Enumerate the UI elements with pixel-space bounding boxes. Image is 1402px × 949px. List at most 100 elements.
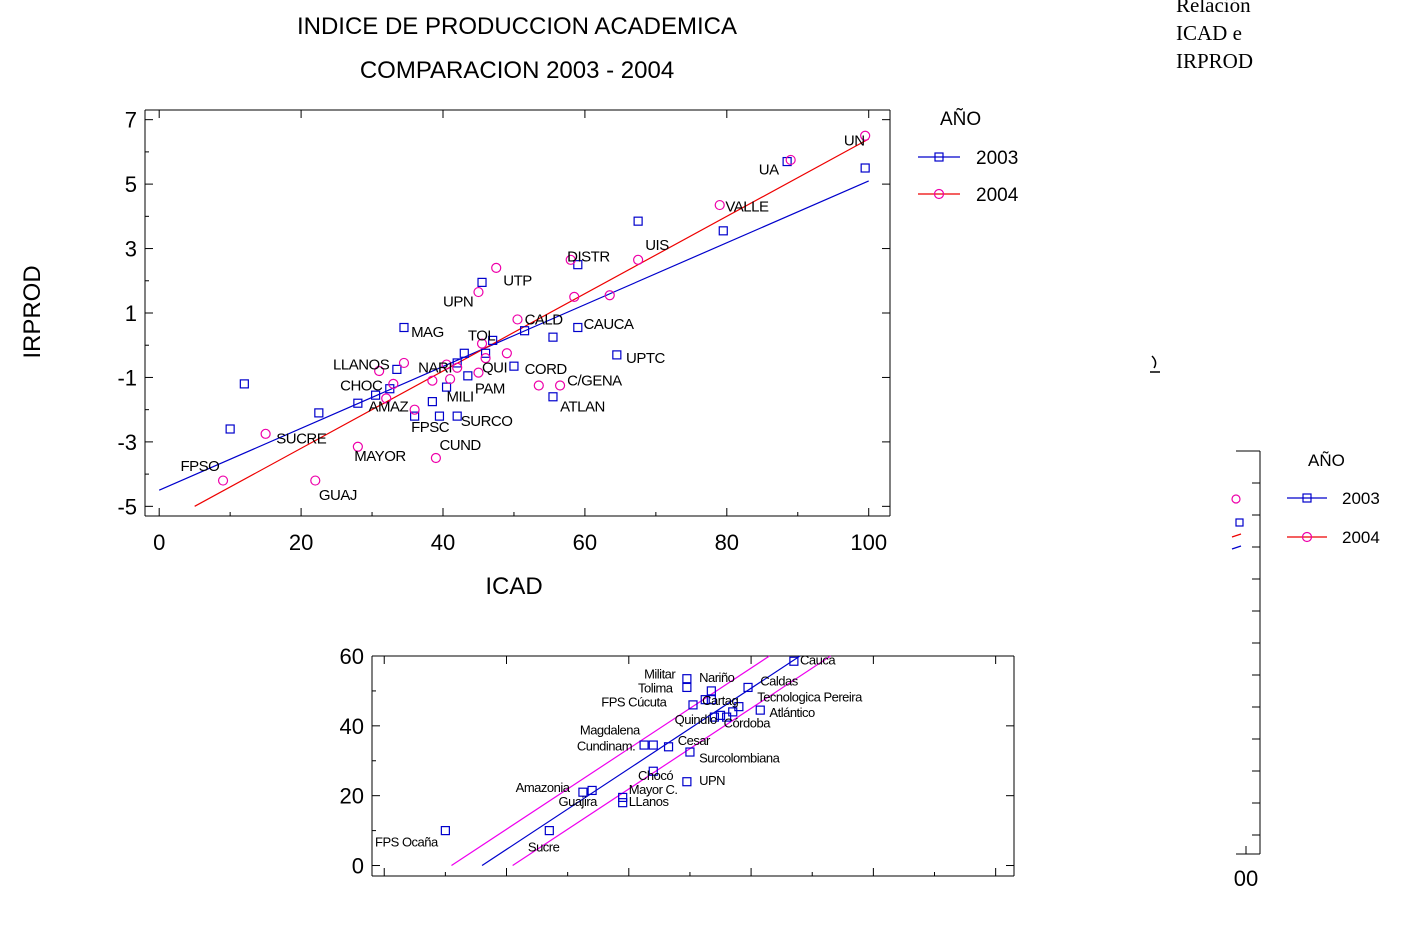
point-2003 [545,827,553,835]
point-label: ATLAN [560,398,605,415]
point-2004 [410,405,419,414]
point-2004 [399,358,408,367]
point-2003 [634,217,642,225]
chart-1-y-label: IRPROD [19,265,46,358]
chart-2-y-label: IRFORM [276,647,301,734]
stray-fragment [1150,356,1160,372]
point-label: MILI [447,389,474,406]
point-2003 [756,706,764,714]
point-2004 [453,363,462,372]
chart-1-subtitle: COMPARACION 2003 - 2004 [360,57,674,84]
side-note: Relación ICAD e IRPROD [1176,0,1253,73]
point-2003 [464,372,472,380]
y-tick-label: 3 [125,236,137,261]
point-label: CAUCA [583,316,634,333]
y-tick-label: -1 [117,365,137,390]
point-label: Nariño [699,670,735,685]
point-label: Atlántico [769,705,815,720]
x-tick-label: 80 [715,530,739,555]
point-2004 [513,315,522,324]
chart-3-point-fragment [1236,519,1243,526]
chart-1-title: INDICE DE PRODUCCION ACADEMICA [297,13,737,40]
point-label: MAYOR [354,448,406,465]
point-label: UPN [443,294,473,311]
x-tick-label: 60 [739,888,763,913]
chart-3-legend: AÑO 2003 2004 [1287,451,1380,547]
chart-3-legend-title: AÑO [1308,451,1345,470]
point-label: MAG [411,324,444,341]
chart-3-partial: 00 AÑO 2003 2004 [1150,356,1380,891]
point-label: Militar [644,667,676,682]
point-label: Cundinam. [577,738,635,753]
point-2003 [613,351,621,359]
point-label: Tecnologica Pereira [757,689,863,704]
chart-2-point-labels: Cauca Militar Nariño Caldas Tolima Tecnologic… [375,653,863,855]
point-2003 [315,409,323,417]
x-tick-label: 100 [850,530,887,555]
point-label: LLANOS [333,356,390,373]
point-2003 [574,324,582,332]
point-2004 [534,381,543,390]
x-tick-label: 80 [861,888,885,913]
point-label: FPSC [411,419,450,436]
point-2003 [640,741,648,749]
x-tick-label: 100 [977,888,1014,913]
y-tick-label: 1 [125,301,137,326]
point-2004 [311,476,320,485]
point-2004 [715,201,724,210]
point-label: TOL [468,327,496,344]
point-label: DISTR [567,248,610,265]
point-label: Magdalena [580,723,641,738]
x-tick-label: 40 [431,530,455,555]
point-label: UIS [645,237,669,254]
point-label: Tolima [638,681,674,696]
point-label: Guajira [558,794,598,809]
point-2003 [441,827,449,835]
point-2003 [683,675,691,683]
point-2004 [219,476,228,485]
side-note-line-3: IRPROD [1176,49,1253,73]
point-2003 [683,778,691,786]
point-2003 [549,393,557,401]
point-2003 [683,683,691,691]
x-tick-label: 40 [617,888,641,913]
chart-2-axes: 0 20 40 60 80 100 60 40 20 0 [340,644,1015,913]
point-2003 [861,164,869,172]
legend-title: AÑO [940,108,981,130]
point-label: UN [844,132,865,149]
point-label: AMAZ [369,398,409,415]
point-label: CHOC [340,377,383,394]
x-tick-label: 0 [378,888,390,913]
point-2003 [226,425,234,433]
point-label: SUCRE [276,431,327,448]
chart-3-point-fragment [1232,495,1240,503]
fit-line-2003 [159,181,869,490]
y-tick-label: 40 [340,714,364,739]
chart-1: INDICE DE PRODUCCION ACADEMICA COMPARACI… [19,13,1019,600]
point-2004 [634,255,643,264]
point-label: CORD [525,361,568,378]
y-tick-label: -3 [117,430,137,455]
x-tick-label: 0 [153,530,165,555]
point-2004 [556,381,565,390]
side-note-line-2: ICAD e [1176,21,1242,45]
point-2003 [510,362,518,370]
point-2003 [649,741,657,749]
point-2004 [431,454,440,463]
point-2003 [478,278,486,286]
point-2003 [619,799,627,807]
point-2004 [261,429,270,438]
point-label: UPN [699,773,725,788]
chart-2: IRFORM ICAD 0 20 40 60 80 1006040200 CaucaMil… [276,644,1014,947]
point-label: Caldas [760,674,798,689]
y-tick-label: 7 [125,108,137,133]
point-label: Quindío [675,712,717,727]
point-2003 [428,398,436,406]
chart-1-legend: AÑO 2003 2004 [918,108,1019,206]
y-tick-label: 20 [340,784,364,809]
point-2004 [428,376,437,385]
chart-3-fit-fragment [1232,534,1241,537]
point-2003 [400,324,408,332]
chart-1-x-label: ICAD [485,573,542,600]
point-label: C/GENA [567,373,622,390]
